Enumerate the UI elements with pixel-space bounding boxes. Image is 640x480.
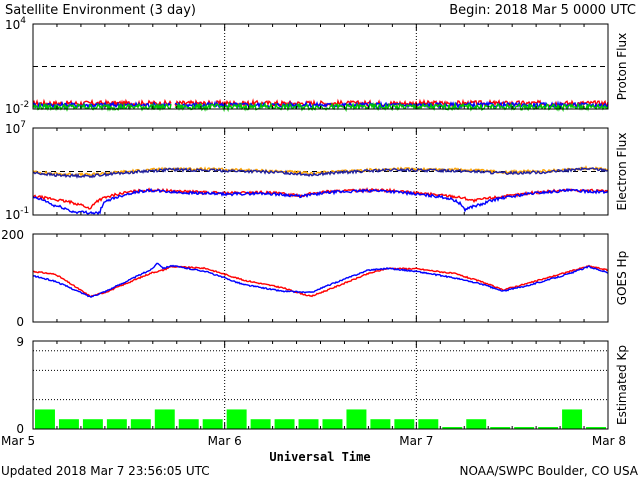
kp-bar [226,409,247,429]
kp-bar [538,427,559,429]
y-tick-label-bottom: 10-1 [5,206,29,222]
panel-frame [32,233,609,323]
y-tick-label-top: 104 [5,16,26,32]
panel-2: 200 0 GOES Hp [1,228,629,329]
panel-1: 107 10-1 Electron Flux [5,120,629,222]
panel-0: 104 10-2 Proton Flux [5,16,629,116]
kp-bar [514,427,535,429]
begin-time: Begin: 2018 Mar 5 0000 UTC [449,3,636,18]
x-tick-label: Mar 5 [1,434,35,448]
y-axis-label: Estimated Kp [615,345,629,425]
series-line-3 [32,187,609,216]
series-line-0 [32,264,609,298]
y-tick-label-bottom: 0 [16,422,24,436]
y-axis-label: Electron Flux [615,133,629,211]
kp-bar [274,419,295,429]
kp-bar [130,419,151,429]
kp-bar [442,427,463,429]
credit-text: NOAA/SWPC Boulder, CO USA [460,464,639,478]
y-tick-label-top: 200 [1,228,24,242]
panel-frame [32,340,609,430]
x-tick-label: Mar 7 [399,434,433,448]
y-axis-label: GOES Hp [615,251,629,305]
series-line-1 [32,262,609,298]
y-tick-label-top: 9 [16,335,24,349]
kp-bar [586,427,606,429]
series-line-1 [32,166,609,179]
kp-bar [58,419,79,429]
kp-bar [178,419,199,429]
kp-bar [298,419,319,429]
y-tick-label-bottom: 0 [16,315,24,329]
kp-bar [35,409,55,429]
series-line-0 [32,165,609,177]
chart-title: Satellite Environment (3 day) [5,3,196,18]
kp-bar [106,419,127,429]
updated-timestamp: Updated 2018 Mar 7 23:56:05 UTC [1,464,210,478]
kp-bar [370,419,391,429]
kp-bar [202,419,223,429]
kp-bar [322,419,343,429]
panel-3: 9 0 Estimated Kp Mar 5 Mar 6 Mar 7 Mar 8 [1,335,629,448]
x-tick-label: Mar 6 [208,434,242,448]
x-tick-label: Mar 8 [592,434,626,448]
kp-bar [466,419,487,429]
kp-bar [250,419,271,429]
y-tick-label-top: 107 [5,120,26,136]
x-axis-label: Universal Time [269,450,370,464]
y-tick-label-bottom: 10-2 [5,100,29,116]
kp-bar [394,419,415,429]
kp-bar [562,409,583,429]
kp-bar [82,419,103,429]
kp-bar [154,409,175,429]
kp-bar [346,409,367,429]
y-axis-label: Proton Flux [615,33,629,100]
kp-bar [418,419,439,429]
kp-bar [490,427,511,429]
